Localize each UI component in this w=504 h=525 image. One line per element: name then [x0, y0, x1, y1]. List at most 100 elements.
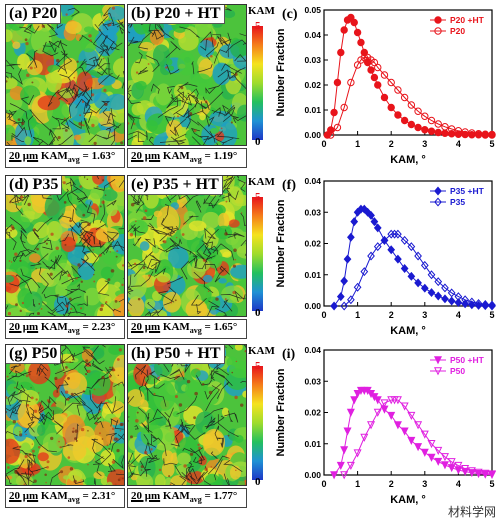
kam-map-left: (d) P35 [5, 175, 125, 317]
kam-map-texture [6, 176, 124, 316]
colorbar-max: 5 [255, 360, 261, 372]
colorbar-min: 0 [255, 136, 261, 148]
data-point [440, 453, 449, 462]
data-point [327, 131, 335, 139]
kam-map-texture [6, 5, 124, 145]
series-line [326, 16, 492, 136]
data-point [454, 298, 463, 308]
data-point [387, 245, 396, 255]
data-point [441, 123, 449, 131]
legend-label: P35 +HT [450, 186, 485, 196]
data-point [387, 78, 395, 87]
x-tick-label: 2 [389, 139, 394, 149]
scale-text: 20 μm [131, 150, 161, 162]
data-point [481, 469, 490, 478]
data-point [353, 28, 362, 37]
colorbar-max: 5 [255, 20, 261, 32]
data-point [340, 446, 349, 455]
panel-label: (d) P35 [6, 176, 63, 195]
data-point [433, 356, 443, 365]
data-point [427, 453, 436, 462]
data-point [350, 396, 359, 405]
chart-panel-label: (c) [282, 7, 298, 22]
data-point [374, 63, 382, 72]
scale-box: 20 μm KAMavg = 2.23° [5, 319, 125, 340]
series-P35 [340, 229, 496, 311]
data-point [414, 421, 423, 430]
data-point [421, 112, 429, 120]
data-point [360, 48, 369, 57]
data-point [367, 421, 376, 430]
data-point [333, 78, 342, 87]
data-point [461, 295, 469, 305]
scale-text: 20 μm [9, 150, 39, 162]
data-point [414, 107, 422, 115]
y-tick-label: 0.00 [304, 301, 321, 311]
colorbar-min: 0 [255, 476, 261, 488]
panel-label: (a) P20 [6, 5, 62, 24]
data-point [353, 61, 362, 69]
kam-map-left: (g) P50 [5, 344, 125, 486]
data-point [400, 427, 409, 436]
data-point [434, 291, 443, 301]
panel-label: (b) P20 + HT [128, 5, 225, 24]
data-point [367, 251, 375, 261]
data-point [433, 367, 443, 376]
data-point [330, 301, 338, 311]
y-tick-label: 0.01 [304, 439, 321, 449]
data-point [434, 27, 442, 35]
data-point [393, 421, 402, 430]
kam-map-right: (h) P50 + HT [127, 344, 247, 486]
legend-label: P50 [450, 366, 465, 376]
kam-prefix: KAM [40, 321, 68, 333]
data-point [380, 399, 389, 408]
data-point [353, 449, 362, 458]
kam-distribution-chart: 0 1 2 3 4 5 0.00 0.01 0.02 0.03 0.04 KAM, ° Number F… [275, 345, 497, 506]
kam-sub: avg [189, 495, 202, 505]
data-point [357, 38, 365, 47]
x-tick-label: 2 [389, 479, 394, 489]
kam-map-texture [128, 176, 246, 316]
data-point [414, 278, 422, 288]
data-point [481, 299, 490, 309]
kam-distribution-chart: 0 1 2 3 4 5 0.00 0.01 0.02 0.03 0.04 KAM, ° Number F… [275, 176, 496, 337]
data-point [420, 448, 429, 457]
x-tick-label: 4 [456, 310, 461, 320]
scale-box: 20 μm KAMavg = 1.77° [127, 488, 247, 509]
data-point [407, 411, 416, 420]
data-point [407, 242, 416, 252]
legend-label: P20 +HT [450, 15, 485, 25]
data-point [414, 123, 422, 132]
kam-value: = 1.63° [79, 150, 116, 162]
y-tick-label: 0.03 [304, 376, 321, 386]
data-point [387, 229, 396, 239]
legend-label: P50 +HT [450, 355, 485, 365]
x-tick-label: 1 [355, 310, 360, 320]
kam-prefix: KAM [162, 150, 190, 162]
data-point [427, 288, 436, 298]
data-point [373, 223, 382, 233]
kam-map-right: (e) P35 + HT [127, 175, 247, 317]
x-axis-label: KAM, ° [390, 494, 426, 506]
x-tick-label: 4 [456, 479, 461, 489]
data-point [353, 282, 362, 292]
data-point [370, 73, 379, 82]
kam-map-texture [128, 5, 246, 145]
y-axis-label: Number Fraction [275, 199, 287, 287]
data-point [447, 458, 456, 467]
x-tick-label: 0 [321, 479, 326, 489]
data-point [461, 465, 470, 474]
x-axis-label: KAM, ° [390, 154, 426, 166]
colorbar [252, 197, 263, 311]
panel-label: (h) P50 + HT [128, 345, 225, 364]
data-point [420, 430, 429, 439]
y-axis-label: Number Fraction [275, 28, 287, 116]
x-tick-label: 1 [355, 479, 360, 489]
data-point [420, 260, 429, 270]
data-point [434, 197, 442, 207]
data-point [340, 301, 349, 311]
kam-sub: avg [189, 326, 202, 336]
kam-prefix: KAM [162, 490, 190, 502]
y-tick-label: 0.03 [304, 55, 321, 65]
y-tick-label: 0.04 [304, 176, 321, 186]
